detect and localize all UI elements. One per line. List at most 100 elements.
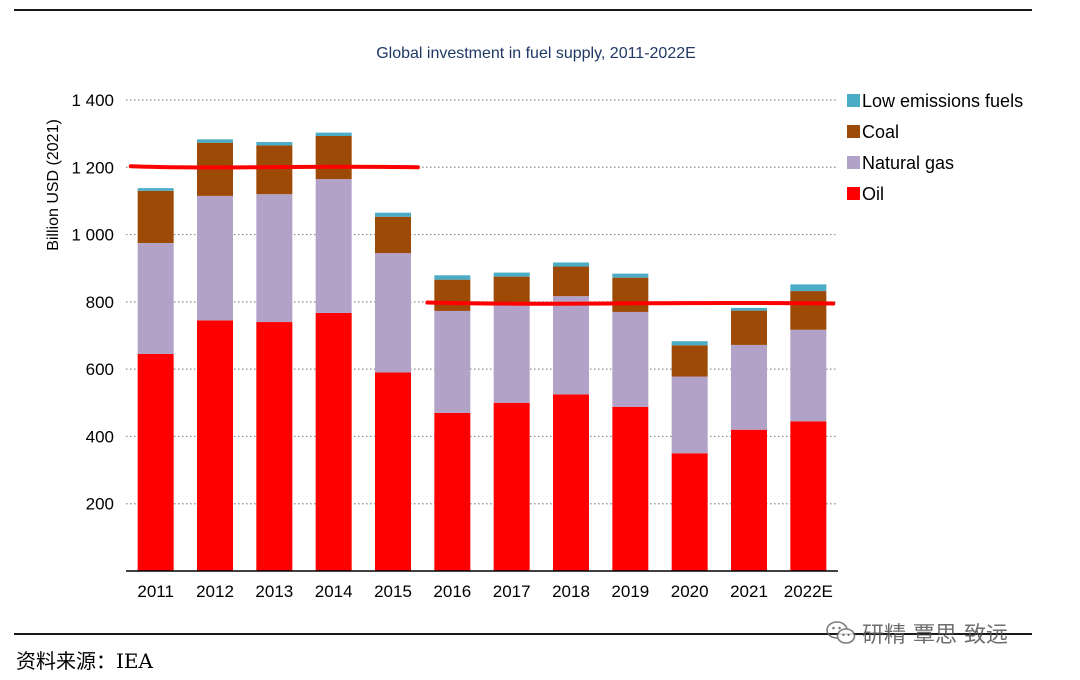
bar-segment-coal [315, 135, 352, 180]
x-tick-label: 2012 [196, 582, 234, 601]
bottom-rule [14, 633, 1032, 635]
bar-stack [671, 341, 708, 571]
bar-segment-low-emissions-fuels [493, 272, 530, 277]
bar-segment-oil [256, 322, 293, 571]
top-rule [14, 9, 1032, 11]
bar-stack [434, 275, 471, 571]
x-axis-ticks: 2011 2012 2013 2014 2015 2016 2017 2018 2019 2020… [137, 582, 833, 601]
bar-segment-natural-gas [256, 194, 293, 323]
bar-segment-coal [731, 310, 767, 345]
legend-swatch [847, 94, 860, 107]
annotation-lines [128, 164, 836, 306]
wechat-icon [826, 621, 856, 644]
y-tick-label: 800 [86, 293, 114, 312]
x-tick-label: 2015 [374, 582, 412, 601]
bar-segment-coal [137, 190, 174, 243]
bar-segment-oil [197, 320, 233, 571]
legend-label: Low emissions fuels [862, 91, 1023, 111]
x-tick-label: 2017 [493, 582, 531, 601]
y-axis-ticks: 200 400 600 800 1 000 1 200 1 400 [71, 91, 114, 514]
y-tick-label: 400 [86, 427, 114, 446]
watermark: 研精 覃思 致远 [826, 617, 1008, 649]
bar-chart: Global investment in fuel supply, 2011-2… [45, 45, 1023, 601]
bar-segment-natural-gas [493, 305, 530, 403]
bar-segment-oil [731, 429, 767, 571]
bar-segment-oil [790, 421, 827, 571]
y-axis-label: Billion USD (2021) [45, 119, 62, 251]
bar-stack [256, 142, 293, 571]
y-tick-label: 1 000 [71, 226, 114, 245]
bar-segment-natural-gas [671, 376, 708, 454]
bar-segment-low-emissions-fuels [315, 132, 352, 136]
bar-segment-coal [553, 266, 589, 297]
bar-segment-oil [671, 453, 708, 571]
bar-segment-natural-gas [612, 311, 649, 407]
legend-swatch [847, 125, 860, 138]
bar-stack [375, 212, 411, 571]
bar-segment-natural-gas [790, 329, 827, 422]
x-tick-label: 2016 [433, 582, 471, 601]
bar-segment-low-emissions-fuels [375, 212, 411, 217]
legend-swatch [847, 187, 860, 200]
bar-segment-natural-gas [434, 310, 471, 413]
annotation-line [128, 164, 420, 170]
bar-segment-low-emissions-fuels [553, 262, 589, 267]
bar-segment-coal [375, 216, 411, 254]
source-note: 资料来源：IEA [16, 649, 153, 673]
bar-segment-low-emissions-fuels [671, 341, 708, 346]
bar-segment-coal [493, 276, 530, 306]
bar-segment-oil [612, 406, 649, 571]
bar-segment-low-emissions-fuels [256, 142, 293, 146]
y-tick-label: 200 [86, 495, 114, 514]
bars [137, 132, 827, 571]
bar-segment-oil [434, 412, 471, 571]
annotation-line [425, 300, 836, 306]
bar-segment-oil [553, 394, 589, 571]
bar-segment-low-emissions-fuels [731, 307, 767, 311]
bar-stack [790, 284, 827, 571]
bar-segment-coal [671, 345, 708, 377]
x-tick-label: 2014 [315, 582, 353, 601]
legend: Low emissions fuels Coal Natural gas Oil [847, 91, 1023, 204]
x-tick-label: 2020 [671, 582, 709, 601]
bar-segment-natural-gas [375, 253, 411, 373]
bar-segment-oil [137, 354, 174, 571]
bar-segment-natural-gas [197, 195, 233, 321]
bar-segment-oil [315, 312, 352, 571]
y-tick-label: 1 400 [71, 91, 114, 110]
bar-segment-coal [612, 277, 649, 312]
bar-stack [197, 139, 233, 571]
legend-swatch [847, 156, 860, 169]
bar-stack [612, 273, 649, 571]
x-tick-label: 2019 [611, 582, 649, 601]
y-tick-label: 1 200 [71, 158, 114, 177]
bar-segment-low-emissions-fuels [137, 188, 174, 191]
bar-segment-low-emissions-fuels [197, 139, 233, 143]
x-tick-label: 2021 [730, 582, 768, 601]
bar-stack [731, 307, 767, 571]
x-tick-label: 2013 [255, 582, 293, 601]
bar-segment-oil [375, 372, 411, 571]
bar-stack [553, 262, 589, 571]
x-tick-label: 2022E [784, 582, 833, 601]
bar-segment-low-emissions-fuels [790, 284, 827, 292]
watermark-text: 研精 覃思 致远 [862, 623, 1008, 648]
bar-segment-natural-gas [731, 344, 767, 430]
bar-segment-low-emissions-fuels [612, 273, 649, 278]
bar-segment-low-emissions-fuels [434, 275, 471, 280]
legend-label: Natural gas [862, 153, 954, 173]
x-tick-label: 2011 [137, 582, 174, 601]
chart-title: Global investment in fuel supply, 2011-2… [376, 45, 696, 62]
bar-segment-natural-gas [315, 179, 352, 313]
bar-stack [315, 132, 352, 571]
x-tick-label: 2018 [552, 582, 590, 601]
y-tick-label: 600 [86, 360, 114, 379]
legend-label: Coal [862, 122, 899, 142]
bar-stack [493, 272, 530, 571]
bar-segment-oil [493, 402, 530, 571]
bar-segment-coal [790, 291, 827, 330]
bar-segment-natural-gas [553, 296, 589, 395]
bar-segment-natural-gas [137, 242, 174, 355]
bar-segment-coal [434, 279, 471, 311]
bar-stack [137, 188, 174, 571]
